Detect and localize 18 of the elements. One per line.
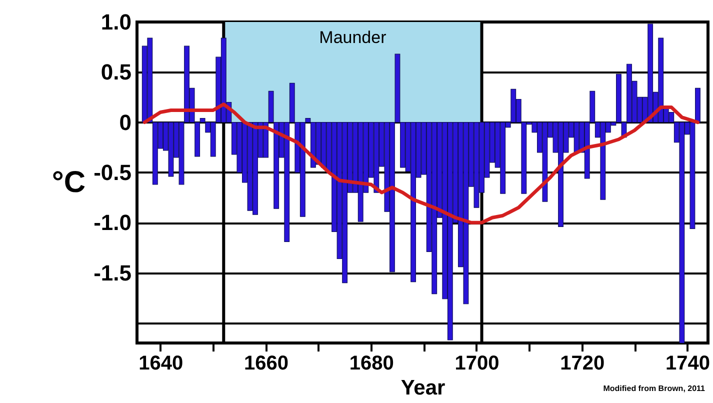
x-tick-label: 1700 bbox=[454, 352, 500, 374]
y-tick-label: -1.0 bbox=[94, 210, 132, 236]
y-tick-label: -0.5 bbox=[94, 160, 132, 185]
x-tick-label: 1720 bbox=[560, 352, 605, 374]
y-tick-label: -1.5 bbox=[94, 260, 132, 286]
x-axis-title: Year bbox=[400, 376, 446, 400]
y-tick-label: 0.5 bbox=[100, 60, 132, 85]
line-series bbox=[142, 102, 700, 224]
bar bbox=[695, 88, 700, 123]
y-tick-label: 0 bbox=[119, 110, 132, 135]
text: Modified from Brown, 2011 bbox=[603, 384, 705, 393]
x-tick-label: 1680 bbox=[349, 352, 394, 374]
band-label: Maunder bbox=[319, 28, 387, 47]
y-tick-label: 1.0 bbox=[100, 10, 132, 34]
y-axis-title: °C bbox=[52, 166, 86, 199]
x-tick-label: 1640 bbox=[138, 352, 184, 374]
x-tick-label: 1740 bbox=[665, 352, 710, 374]
x-tick-label: 1660 bbox=[244, 352, 289, 374]
